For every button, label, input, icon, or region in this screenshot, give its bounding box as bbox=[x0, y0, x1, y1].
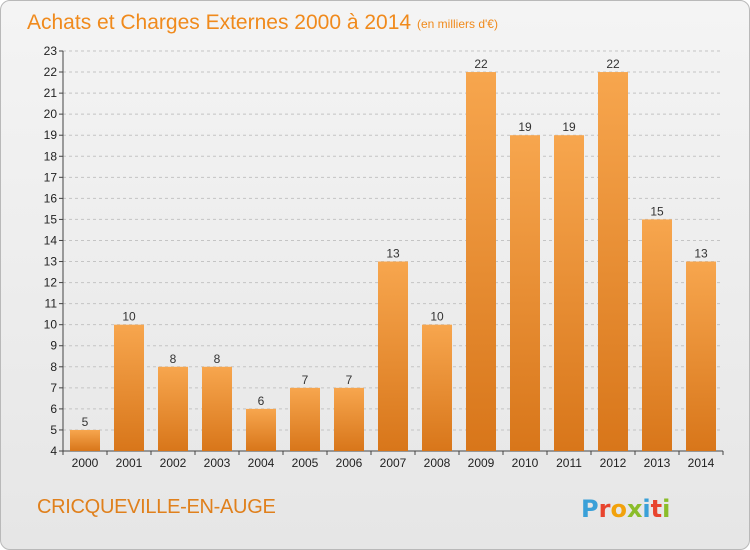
y-tick-label: 15 bbox=[44, 212, 58, 226]
value-label-2000: 5 bbox=[82, 415, 89, 429]
logo-letter: o bbox=[610, 495, 627, 523]
x-tick-label-2013: 2013 bbox=[644, 456, 671, 470]
logo-letter: t bbox=[651, 495, 662, 523]
bar-2006 bbox=[334, 387, 364, 451]
bar-2003 bbox=[202, 366, 232, 451]
x-tick-label-2010: 2010 bbox=[512, 456, 539, 470]
x-tick-label-2014: 2014 bbox=[688, 456, 715, 470]
x-tick-label-2008: 2008 bbox=[424, 456, 451, 470]
bar-2011 bbox=[554, 135, 584, 452]
bar-2010 bbox=[510, 135, 540, 452]
x-axis-ticks: 2000 2001 2002 2003 2004 2005 2006 2007 2008 2009… bbox=[62, 451, 724, 470]
logo-letter: i bbox=[642, 495, 650, 523]
y-tick-label: 23 bbox=[44, 44, 58, 58]
bar-2001 bbox=[114, 324, 144, 451]
bar-2005 bbox=[290, 387, 320, 451]
x-tick-label-2001: 2001 bbox=[116, 456, 143, 470]
y-tick-label: 10 bbox=[44, 318, 58, 332]
x-tick-label-2006: 2006 bbox=[336, 456, 363, 470]
x-tick-label-2005: 2005 bbox=[292, 456, 319, 470]
y-tick-label: 13 bbox=[44, 255, 58, 269]
x-tick-label-2000: 2000 bbox=[72, 456, 99, 470]
bar-2012 bbox=[598, 72, 628, 451]
y-tick-label: 4 bbox=[50, 444, 57, 458]
bar-2007 bbox=[378, 261, 408, 451]
town-name: CRICQUEVILLE-EN-AUGE bbox=[37, 496, 276, 518]
logo-letter: r bbox=[599, 495, 611, 523]
y-tick-label: 5 bbox=[50, 423, 57, 437]
bar-2000 bbox=[70, 429, 100, 451]
bar-2002 bbox=[158, 366, 188, 451]
value-label-2002: 8 bbox=[170, 352, 177, 366]
y-tick-label: 7 bbox=[50, 381, 57, 395]
bars: 5 10 8 8 6 7 7 13 10 22 19 19 22 15 13 bbox=[70, 57, 716, 452]
chart-unit: (en milliers d'€) bbox=[417, 17, 498, 31]
value-label-2007: 13 bbox=[386, 247, 400, 261]
logo-letter: x bbox=[627, 495, 643, 523]
value-label-2009: 22 bbox=[474, 57, 488, 71]
x-tick-label-2011: 2011 bbox=[556, 456, 582, 470]
y-tick-label: 9 bbox=[50, 339, 57, 353]
logo-letter: i bbox=[662, 495, 670, 523]
chart-title: Achats et Charges Externes 2000 à 2014 bbox=[27, 11, 411, 34]
y-tick-label: 11 bbox=[45, 297, 58, 311]
value-label-2005: 7 bbox=[302, 373, 309, 387]
bar-2008 bbox=[422, 324, 452, 451]
y-tick-label: 6 bbox=[50, 402, 57, 416]
y-tick-label: 21 bbox=[44, 86, 58, 100]
x-tick-label-2003: 2003 bbox=[204, 456, 231, 470]
proxiti-logo: Proxiti bbox=[581, 495, 670, 523]
y-tick-label: 19 bbox=[44, 128, 58, 142]
x-tick-label-2002: 2002 bbox=[160, 456, 187, 470]
value-label-2003: 8 bbox=[214, 352, 221, 366]
y-tick-label: 16 bbox=[44, 191, 58, 205]
value-label-2013: 15 bbox=[650, 204, 664, 218]
y-axis-ticks: 4 5 6 7 8 9 10 11 12 13 14 15 16 17 18 19 20 21 22 23 bbox=[44, 44, 63, 458]
value-label-2012: 22 bbox=[606, 57, 620, 71]
y-tick-label: 14 bbox=[44, 233, 58, 247]
x-tick-label-2009: 2009 bbox=[468, 456, 495, 470]
x-tick-label-2012: 2012 bbox=[600, 456, 627, 470]
value-label-2004: 6 bbox=[258, 394, 265, 408]
bar-2009 bbox=[466, 72, 496, 451]
value-label-2001: 10 bbox=[122, 310, 136, 324]
value-label-2006: 7 bbox=[346, 373, 353, 387]
bar-2014 bbox=[686, 261, 716, 451]
value-label-2011: 19 bbox=[562, 120, 576, 134]
y-tick-label: 22 bbox=[44, 65, 58, 79]
bar-2004 bbox=[246, 408, 276, 451]
x-tick-label-2007: 2007 bbox=[380, 456, 407, 470]
value-label-2014: 13 bbox=[694, 247, 708, 261]
y-tick-label: 20 bbox=[44, 107, 58, 121]
y-tick-label: 17 bbox=[44, 170, 58, 184]
bar-2013 bbox=[642, 219, 672, 451]
value-label-2010: 19 bbox=[518, 120, 532, 134]
y-tick-label: 18 bbox=[44, 149, 58, 163]
x-tick-label-2004: 2004 bbox=[248, 456, 275, 470]
logo-letter: P bbox=[581, 495, 599, 523]
y-tick-label: 12 bbox=[44, 276, 58, 290]
value-label-2008: 10 bbox=[430, 310, 444, 324]
y-tick-label: 8 bbox=[50, 360, 57, 374]
